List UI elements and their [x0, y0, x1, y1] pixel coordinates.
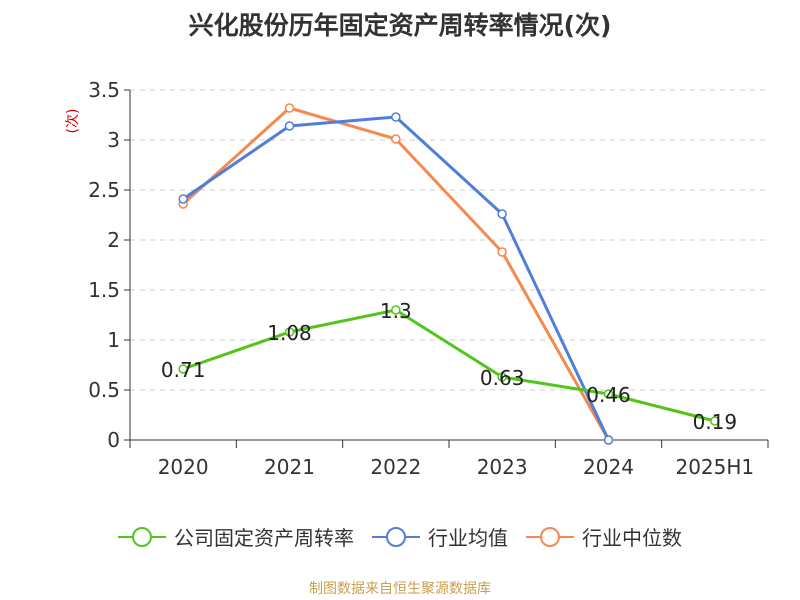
data-point [391, 305, 401, 315]
y-tick-label: 2.5 [88, 178, 120, 202]
data-point [391, 134, 401, 144]
y-tick-label: 0.5 [88, 378, 120, 402]
data-label: 1.08 [267, 321, 312, 345]
data-point [497, 247, 507, 257]
series-line [182, 115, 610, 441]
data-point [284, 327, 295, 337]
y-tick-label: 1.5 [88, 278, 120, 302]
x-tick-label: 2020 [158, 455, 209, 479]
data-label: 0.19 [693, 410, 738, 434]
legend-item-company[interactable]: 公司固定资产周转率 [118, 522, 354, 551]
y-tick-label: 0 [107, 428, 120, 452]
x-tick-label: 2021 [264, 455, 315, 479]
data-source-note: 制图数据来自恒生聚源数据库 [309, 581, 491, 597]
data-label: 0.46 [586, 383, 631, 407]
data-point [710, 416, 720, 426]
x-tick-label: 2022 [370, 455, 421, 479]
y-tick-label: 1 [107, 328, 120, 352]
y-tick-label: 2 [107, 228, 120, 252]
x-tick-label: 2024 [583, 455, 634, 479]
legend-label-company: 公司固定资产周转率 [174, 526, 354, 550]
legend-item-industry-mean[interactable]: 行业均值 [372, 522, 508, 551]
data-label: 0.63 [480, 366, 525, 390]
data-point [284, 103, 295, 113]
legend: 公司固定资产周转率 行业均值 行业中位数 [0, 522, 800, 551]
data-point [497, 372, 507, 382]
legend-label-industry-mean: 行业均值 [428, 526, 508, 550]
series-line [182, 308, 716, 423]
data-label: 1.3 [380, 299, 412, 323]
legend-swatch-company [118, 526, 166, 547]
legend-item-industry-median[interactable]: 行业中位数 [526, 522, 682, 551]
data-point [178, 364, 188, 374]
data-point [497, 209, 507, 219]
x-tick-label: 2023 [477, 455, 528, 479]
y-tick-label: 3 [107, 128, 120, 152]
data-point [391, 112, 401, 122]
y-tick-label: 3.5 [88, 78, 120, 102]
legend-label-industry-median: 行业中位数 [582, 526, 682, 550]
data-label: 0.71 [161, 358, 206, 382]
data-point [603, 435, 614, 445]
legend-swatch-industry-median [526, 526, 574, 547]
data-point [603, 389, 614, 399]
data-point [178, 194, 188, 204]
data-point [284, 121, 295, 131]
chart-title: 兴化股份历年固定资产周转率情况(次) [188, 11, 612, 40]
x-tick-label: 2025H1 [675, 455, 754, 479]
line-chart: 0 0.5 1 1.5 2 2.5 3 3.5 2020 2021 2022 2023 2024 2025… [88, 78, 769, 479]
legend-swatch-industry-mean [372, 526, 420, 547]
